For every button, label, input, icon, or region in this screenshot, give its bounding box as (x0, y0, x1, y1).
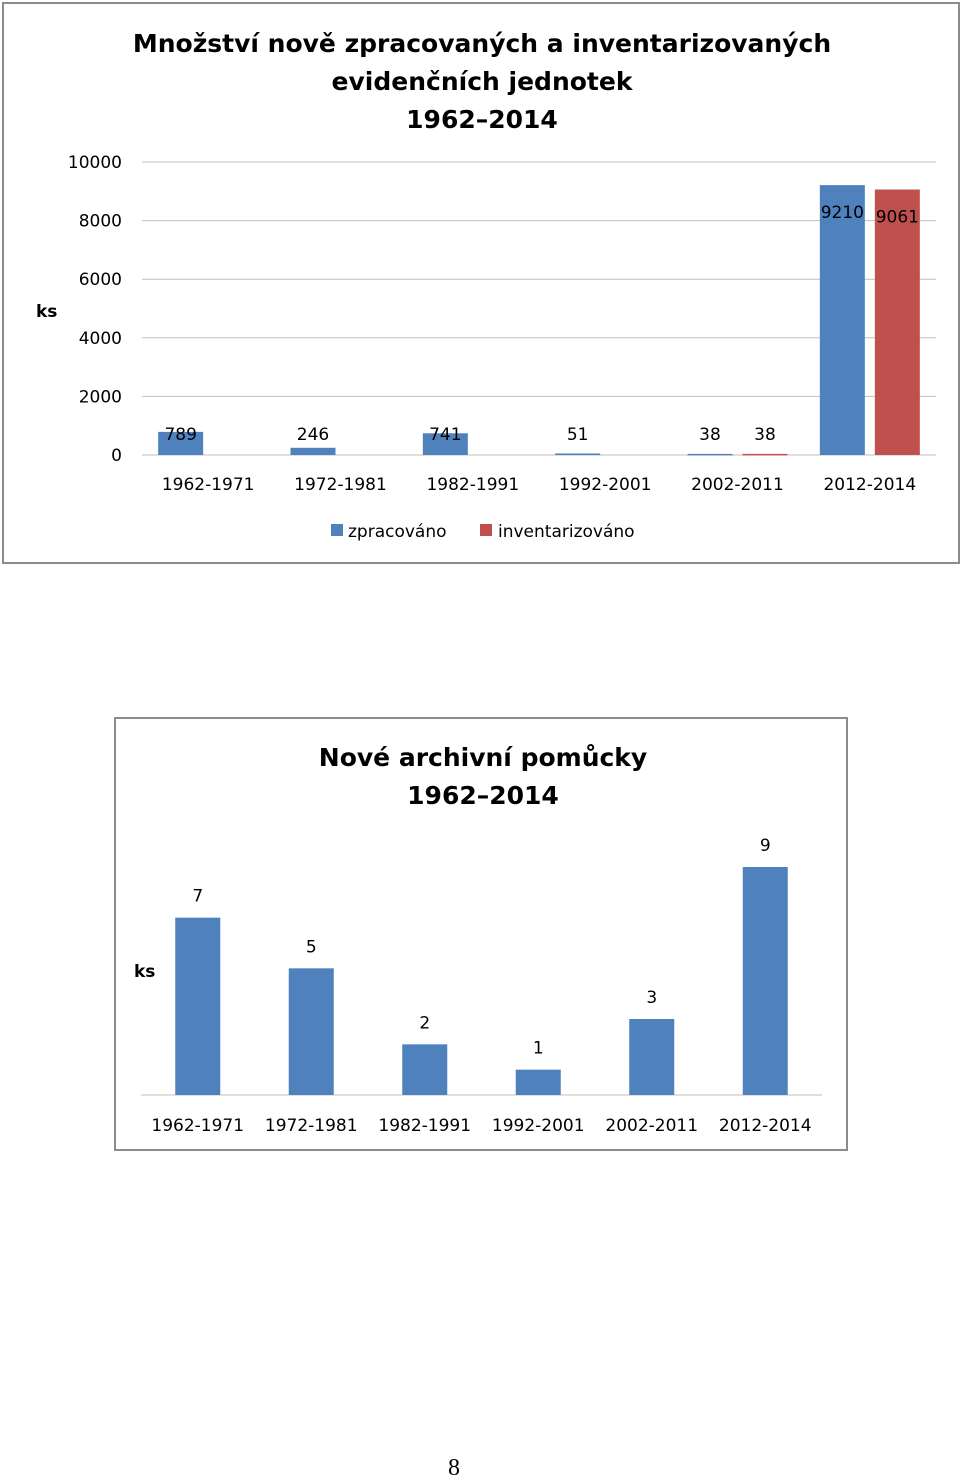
data-label-inventarizovano-2002-2011: 38 (754, 425, 776, 445)
data-label-inventarizovano-2012-2014: 9061 (876, 208, 919, 228)
x-tick-labels: 1962-1971 1972-1981 1982-1991 1992-2001 2002… (162, 475, 916, 495)
bar-zpracovano-1982-1991 (422, 433, 468, 455)
chart-archivni-pomucky-svg: Nové archivní pomůcky 1962–2014 ks 7 5 2 1 3… (134, 743, 822, 1136)
bar-2002-2011 (629, 1019, 675, 1095)
y-tick-labels: 0 2000 4000 6000 8000 10000 (68, 153, 122, 466)
y-tick-2000: 2000 (79, 387, 122, 407)
y-tick-0: 0 (111, 446, 122, 466)
bar-1972-1981 (288, 968, 334, 1095)
legend-label-inventarizovano: inventarizováno (498, 522, 635, 542)
chart-title-line-3: 1962–2014 (406, 105, 558, 134)
data-label-zpracovano-2002-2011: 38 (699, 425, 721, 445)
x-tick-1982-1991: 1982-1991 (426, 475, 519, 495)
data-label-zpracovano-1992-2001: 51 (567, 425, 589, 445)
bar-zpracovano-1992-2001 (555, 453, 601, 456)
data-labels: 7 5 2 1 3 9 (192, 836, 770, 1059)
x-tick-2002-2011: 2002-2011 (605, 1116, 698, 1136)
chart-title-line-2: evidenčních jednotek (332, 67, 634, 96)
bars (175, 867, 788, 1095)
bar-inventarizovano-2012-2014 (874, 189, 920, 455)
legend-label-zpracovano: zpracováno (348, 522, 447, 542)
chart-evidencni-jednotky-svg: Množství nově zpracovaných a inventarizo… (36, 29, 936, 542)
bar-1962-1971 (175, 917, 221, 1095)
chart-title-line-1: Nové archivní pomůcky (319, 743, 647, 772)
y-tick-6000: 6000 (79, 270, 122, 290)
bar-inventarizovano-2002-2011 (742, 453, 788, 456)
data-label-1992-2001: 1 (533, 1039, 544, 1059)
data-label-1972-1981: 5 (306, 937, 317, 957)
legend-swatch-zpracovano (331, 524, 343, 536)
chart-archivni-pomucky: Nové archivní pomůcky 1962–2014 ks 7 5 2 1 3… (114, 717, 848, 1151)
chart-title-line-2: 1962–2014 (407, 781, 559, 810)
x-tick-1962-1971: 1962-1971 (162, 475, 255, 495)
bar-zpracovano-2002-2011 (687, 453, 733, 456)
legend-swatch-inventarizovano (480, 524, 492, 536)
x-tick-2002-2011: 2002-2011 (691, 475, 784, 495)
x-tick-1962-1971: 1962-1971 (151, 1116, 244, 1136)
legend: zpracováno inventarizováno (331, 522, 635, 542)
y-tick-10000: 10000 (68, 153, 122, 173)
y-axis-label: ks (134, 962, 155, 982)
gridlines (142, 161, 936, 456)
data-label-1982-1991: 2 (419, 1013, 430, 1033)
data-label-2012-2014: 9 (760, 836, 771, 856)
data-labels: 789 246 741 51 38 38 9210 9061 (164, 203, 919, 445)
y-tick-4000: 4000 (79, 329, 122, 349)
page-number: 8 (448, 1455, 460, 1481)
bar-zpracovano-1962-1971 (158, 431, 204, 455)
bar-1992-2001 (515, 1069, 561, 1095)
y-tick-8000: 8000 (79, 212, 122, 232)
data-label-zpracovano-1972-1981: 246 (297, 425, 329, 445)
data-label-zpracovano-1982-1991: 741 (429, 425, 461, 445)
x-tick-1982-1991: 1982-1991 (378, 1116, 471, 1136)
x-tick-2012-2014: 2012-2014 (719, 1116, 812, 1136)
bar-zpracovano-1972-1981 (290, 447, 336, 455)
bar-1982-1991 (402, 1044, 448, 1095)
x-tick-2012-2014: 2012-2014 (823, 475, 916, 495)
data-label-zpracovano-2012-2014: 9210 (821, 203, 864, 223)
y-axis-label: ks (36, 302, 57, 322)
x-tick-1972-1981: 1972-1981 (265, 1116, 358, 1136)
x-tick-1992-2001: 1992-2001 (559, 475, 652, 495)
x-tick-labels: 1962-1971 1972-1981 1982-1991 1992-2001 2002… (151, 1116, 811, 1136)
chart-title-line-1: Množství nově zpracovaných a inventarizo… (133, 29, 831, 58)
data-label-1962-1971: 7 (192, 887, 203, 907)
bars (158, 185, 920, 456)
bar-2012-2014 (742, 867, 788, 1095)
bar-zpracovano-2012-2014 (819, 185, 865, 455)
data-label-2002-2011: 3 (646, 988, 657, 1008)
x-tick-1992-2001: 1992-2001 (492, 1116, 585, 1136)
data-label-zpracovano-1962-1971: 789 (164, 425, 196, 445)
x-tick-1972-1981: 1972-1981 (294, 475, 387, 495)
chart-evidencni-jednotky: Množství nově zpracovaných a inventarizo… (2, 2, 960, 564)
